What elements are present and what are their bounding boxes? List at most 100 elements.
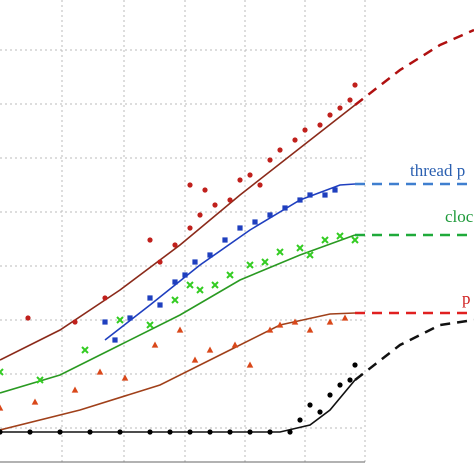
point xyxy=(246,361,254,368)
point xyxy=(276,321,284,328)
point xyxy=(36,376,44,384)
point xyxy=(266,326,274,333)
point xyxy=(87,429,93,435)
point xyxy=(297,197,303,203)
trend-line xyxy=(0,312,356,431)
point xyxy=(187,182,193,188)
point xyxy=(276,248,284,256)
marks xyxy=(0,28,474,435)
point xyxy=(267,157,273,163)
point xyxy=(176,326,184,333)
point xyxy=(172,242,178,248)
point xyxy=(187,225,193,231)
point xyxy=(337,382,343,388)
point xyxy=(226,271,234,279)
trend-line xyxy=(354,28,474,106)
point xyxy=(212,202,218,208)
point xyxy=(297,417,303,423)
trend-line xyxy=(104,183,356,341)
point xyxy=(337,105,343,111)
point xyxy=(302,127,308,133)
point xyxy=(336,232,344,240)
point xyxy=(246,261,254,269)
point xyxy=(191,356,199,363)
point xyxy=(57,429,63,435)
point xyxy=(81,346,89,354)
point xyxy=(102,295,108,301)
point xyxy=(147,237,153,243)
point xyxy=(117,429,123,435)
point xyxy=(207,252,213,258)
grid xyxy=(0,0,366,463)
point xyxy=(327,392,333,398)
point xyxy=(287,429,293,435)
point xyxy=(127,315,133,321)
point xyxy=(321,236,329,244)
point xyxy=(112,337,118,343)
point xyxy=(291,318,299,325)
point xyxy=(167,429,173,435)
point xyxy=(247,172,253,178)
point xyxy=(206,346,214,353)
trend-line xyxy=(354,318,474,381)
point xyxy=(282,205,288,211)
point xyxy=(31,398,39,405)
point xyxy=(151,341,159,348)
point xyxy=(237,225,243,231)
point xyxy=(0,368,4,376)
point xyxy=(147,429,153,435)
annotation: cloc xyxy=(445,207,474,226)
point xyxy=(351,236,359,244)
point xyxy=(267,212,273,218)
point xyxy=(327,112,333,118)
point xyxy=(306,251,314,259)
point xyxy=(352,362,358,368)
point xyxy=(196,286,204,294)
point xyxy=(347,377,353,383)
point xyxy=(172,279,178,285)
point xyxy=(116,316,124,324)
point xyxy=(211,281,219,289)
point xyxy=(207,429,213,435)
point xyxy=(332,187,338,193)
point xyxy=(182,272,188,278)
point xyxy=(102,319,108,325)
point xyxy=(347,97,353,103)
point xyxy=(317,122,323,128)
point xyxy=(292,137,298,143)
point xyxy=(186,281,194,289)
trend-line xyxy=(0,234,356,394)
trend-line xyxy=(0,379,356,433)
point xyxy=(341,314,349,321)
point xyxy=(267,429,273,435)
point xyxy=(227,197,233,203)
point xyxy=(222,237,228,243)
point xyxy=(96,368,104,375)
point xyxy=(306,326,314,333)
point xyxy=(252,219,258,225)
point xyxy=(237,177,243,183)
point xyxy=(0,429,3,435)
point xyxy=(147,295,153,301)
point xyxy=(352,82,358,88)
point xyxy=(296,244,304,252)
point xyxy=(247,429,253,435)
annotation: p xyxy=(462,289,471,308)
point xyxy=(227,429,233,435)
point xyxy=(157,259,163,265)
point xyxy=(197,212,203,218)
point xyxy=(322,192,328,198)
point xyxy=(317,409,323,415)
point xyxy=(192,259,198,265)
point xyxy=(231,341,239,348)
point xyxy=(187,429,193,435)
point xyxy=(121,374,129,381)
trend-line xyxy=(0,104,356,361)
point xyxy=(71,386,79,393)
point xyxy=(307,192,313,198)
point xyxy=(27,429,33,435)
point xyxy=(146,321,154,329)
point xyxy=(0,404,4,411)
point xyxy=(171,296,179,304)
